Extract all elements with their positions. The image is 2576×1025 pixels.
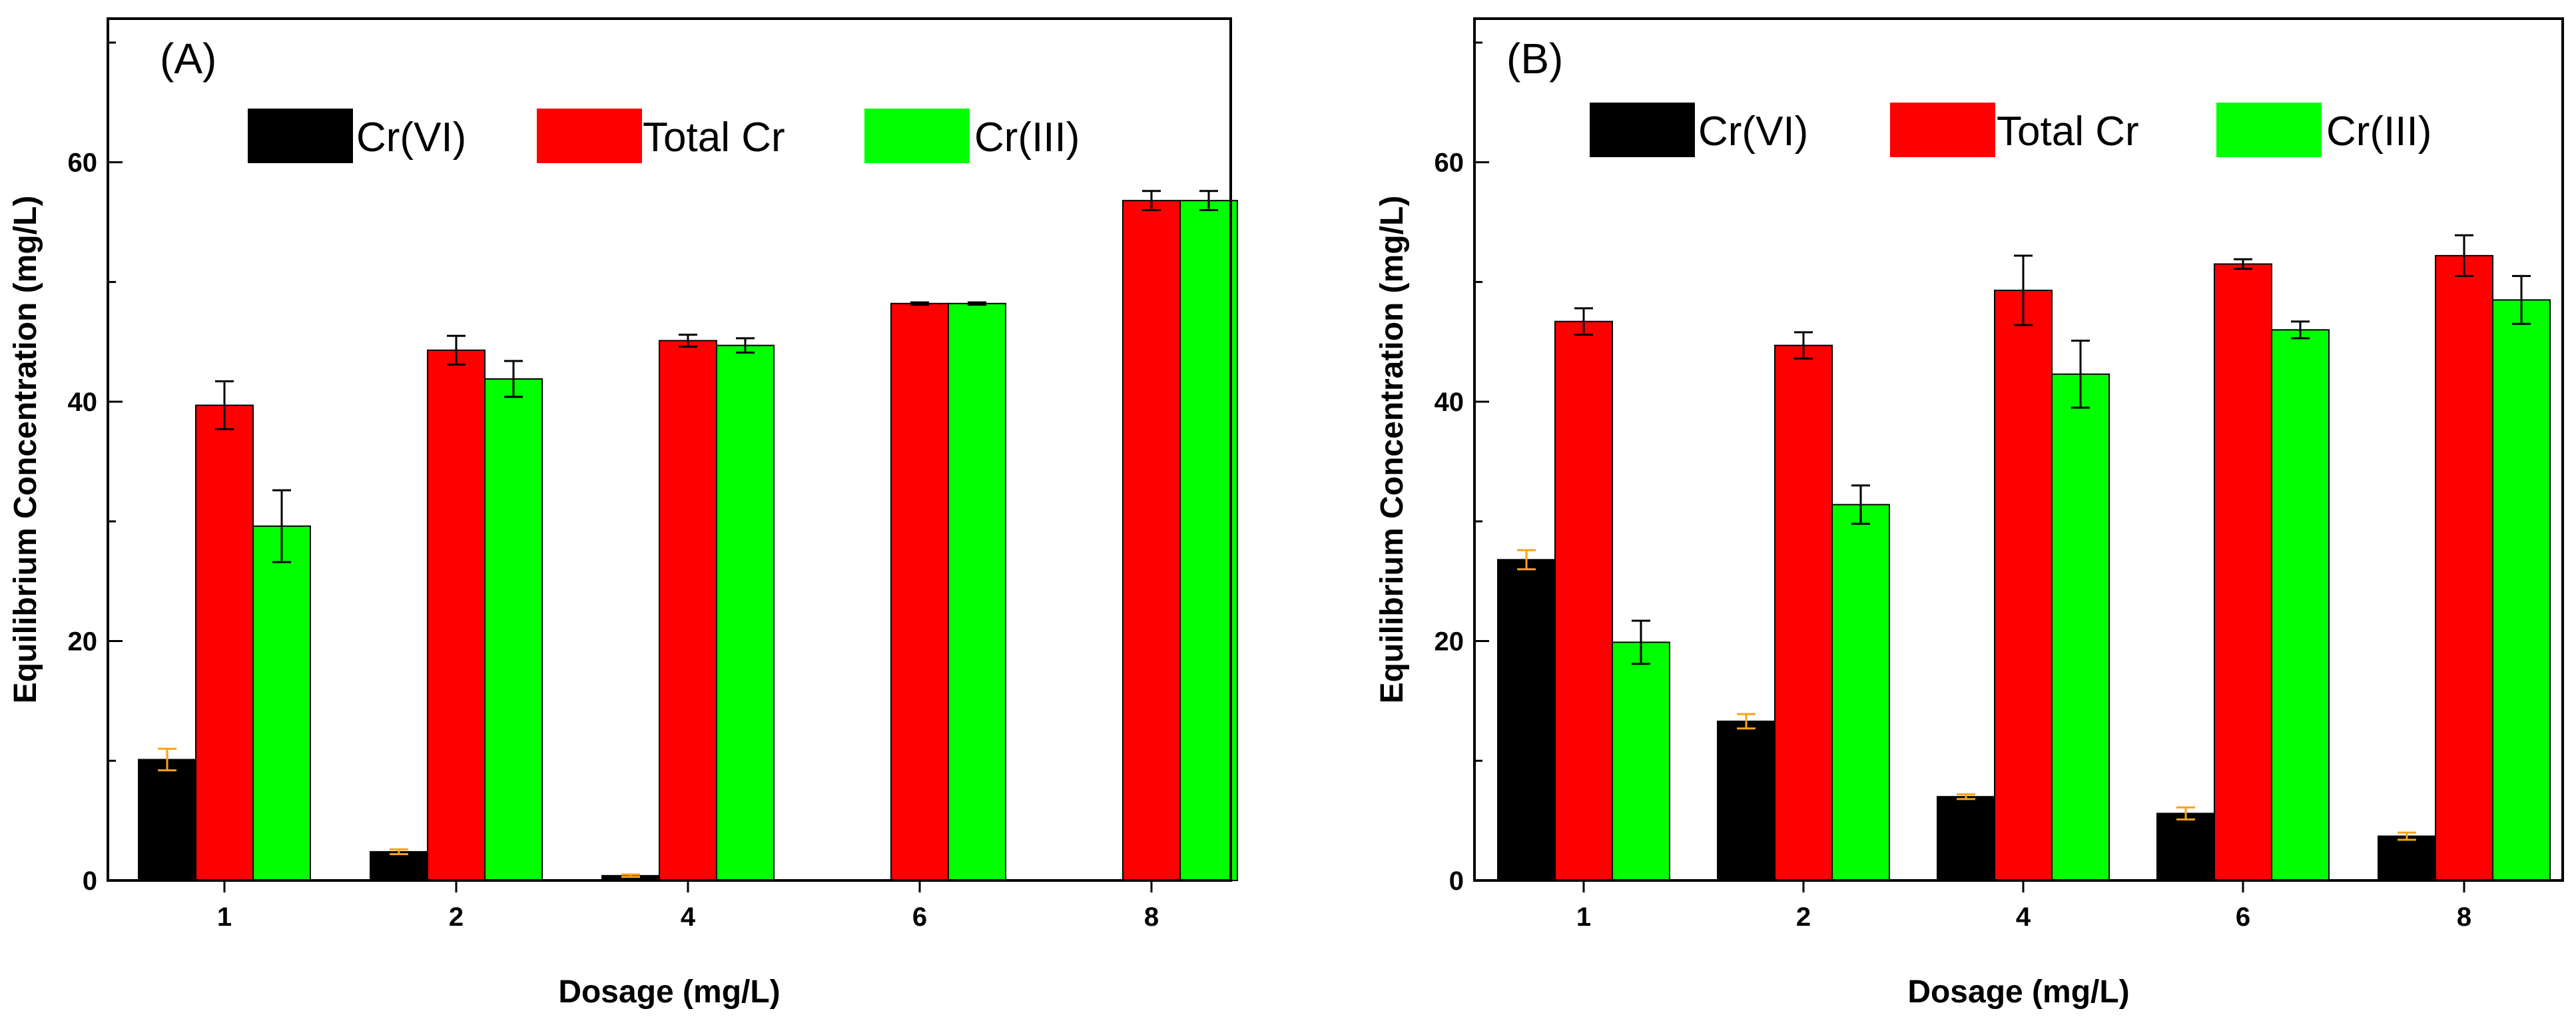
legend-swatch xyxy=(864,109,970,163)
legend: Cr(VI) Total Cr Cr(III) xyxy=(1590,103,2431,157)
bar-criii-2 xyxy=(484,378,543,881)
chart-panel-b: 0 20 40 60 1 2 4 6 8 Dosage (mg/L) Equilibrium Con… xyxy=(1375,17,2564,1010)
bar-criii-1 xyxy=(252,525,311,881)
bar-criii-6 xyxy=(948,302,1006,881)
error-bar xyxy=(2512,274,2531,325)
x-tick-label: 2 xyxy=(449,902,464,932)
error-bar xyxy=(504,360,523,398)
error-bar xyxy=(736,337,755,354)
y-tick-label: 60 xyxy=(68,149,98,178)
error-bar xyxy=(390,848,408,855)
bar-totalcr-2 xyxy=(1774,344,1833,881)
legend-label: Cr(VI) xyxy=(1698,109,1808,155)
bar-criii-8 xyxy=(1179,200,1238,881)
bar-crvi-6 xyxy=(2156,813,2215,882)
error-bar xyxy=(1574,307,1593,336)
legend-swatch xyxy=(1590,103,1695,157)
x-axis-title: Dosage (mg/L) xyxy=(558,974,780,1010)
plot-frame xyxy=(107,17,1232,882)
panel-label: (A) xyxy=(160,35,216,83)
legend-label: Cr(VI) xyxy=(356,115,466,161)
error-bar xyxy=(2014,254,2033,326)
bar-crvi-2 xyxy=(370,851,428,882)
bar-criii-4 xyxy=(2051,373,2110,881)
panel-label: (B) xyxy=(1506,35,1563,83)
bar-criii-1 xyxy=(1612,641,1670,881)
x-tick-label: 2 xyxy=(1796,902,1811,932)
bar-totalcr-4 xyxy=(1994,289,2053,882)
bar-totalcr-6 xyxy=(2214,263,2272,881)
y-axis-title: Equilibrium Concentration (mg/L) xyxy=(8,196,43,704)
error-bar xyxy=(1737,713,1756,730)
error-bar xyxy=(1794,331,1813,360)
error-bar xyxy=(215,380,234,430)
legend-label: Total Cr xyxy=(1997,109,2139,155)
y-tick-label: 20 xyxy=(1435,627,1464,657)
error-bar xyxy=(1632,619,1650,665)
legend-swatch xyxy=(2216,103,2322,157)
error-bar xyxy=(2176,806,2195,821)
x-tick-label: 4 xyxy=(2016,902,2031,932)
x-tick-label: 4 xyxy=(681,902,696,932)
error-bar xyxy=(679,333,697,348)
error-bar xyxy=(2291,320,2310,340)
bar-crvi-4 xyxy=(1937,796,1995,882)
bar-totalcr-8 xyxy=(2435,254,2493,882)
bar-totalcr-6 xyxy=(890,302,949,881)
x-tick-label: 1 xyxy=(1576,902,1591,932)
error-bar xyxy=(1517,549,1536,571)
error-bar xyxy=(272,489,291,563)
y-axis-title: Equilibrium Concentration (mg/L) xyxy=(1375,196,1410,704)
error-bar xyxy=(2455,234,2473,277)
plot-frame xyxy=(1473,17,2564,882)
y-tick-label: 40 xyxy=(1435,388,1464,417)
error-bar xyxy=(2398,831,2416,841)
y-tick-label: 60 xyxy=(1435,149,1464,178)
y-tick-label: 40 xyxy=(68,388,98,417)
error-bar xyxy=(968,301,986,306)
legend-swatch xyxy=(248,109,353,163)
legend-label: Cr(III) xyxy=(2326,109,2431,155)
bar-totalcr-1 xyxy=(1554,320,1613,882)
error-bar xyxy=(447,334,466,366)
bar-totalcr-1 xyxy=(195,404,254,881)
bar-totalcr-4 xyxy=(659,340,717,882)
x-tick-label: 6 xyxy=(912,902,927,932)
chart-panel-a: 0 20 40 60 1 2 4 6 8 Dosage (mg/L) Equilibrium Con… xyxy=(8,17,1238,1010)
error-bar xyxy=(2071,339,2090,409)
bar-crvi-2 xyxy=(1717,720,1775,882)
legend-swatch xyxy=(537,109,642,163)
y-tick-label: 0 xyxy=(83,866,97,896)
bar-criii-6 xyxy=(2271,329,2330,881)
bar-criii-8 xyxy=(2492,299,2551,881)
legend-label: Total Cr xyxy=(643,115,785,161)
y-tick-label: 20 xyxy=(68,627,98,657)
error-bar xyxy=(1851,484,1870,525)
error-bar xyxy=(910,301,929,306)
bar-totalcr-8 xyxy=(1122,200,1181,881)
bar-crvi-1 xyxy=(1497,559,1556,881)
bar-criii-2 xyxy=(1831,504,1890,881)
x-axis-title: Dosage (mg/L) xyxy=(1907,974,2129,1010)
error-bar xyxy=(1142,190,1161,212)
bar-criii-4 xyxy=(716,344,775,881)
error-bar xyxy=(1199,190,1218,212)
error-bar xyxy=(1957,793,1975,801)
x-tick-label: 6 xyxy=(2236,902,2250,932)
x-tick-label: 1 xyxy=(217,902,232,932)
x-tick-label: 8 xyxy=(2457,902,2471,932)
x-tick-label: 8 xyxy=(1144,902,1159,932)
legend-label: Cr(III) xyxy=(974,115,1080,161)
error-bar xyxy=(158,747,176,772)
bar-totalcr-2 xyxy=(427,349,485,881)
legend-swatch xyxy=(1890,103,1995,157)
bar-crvi-1 xyxy=(138,759,196,882)
legend: Cr(VI) Total Cr Cr(III) xyxy=(248,109,1080,163)
bar-crvi-8 xyxy=(2378,835,2436,882)
error-bar xyxy=(2234,258,2252,270)
error-bar xyxy=(621,873,640,878)
y-tick-label: 0 xyxy=(1449,866,1464,896)
